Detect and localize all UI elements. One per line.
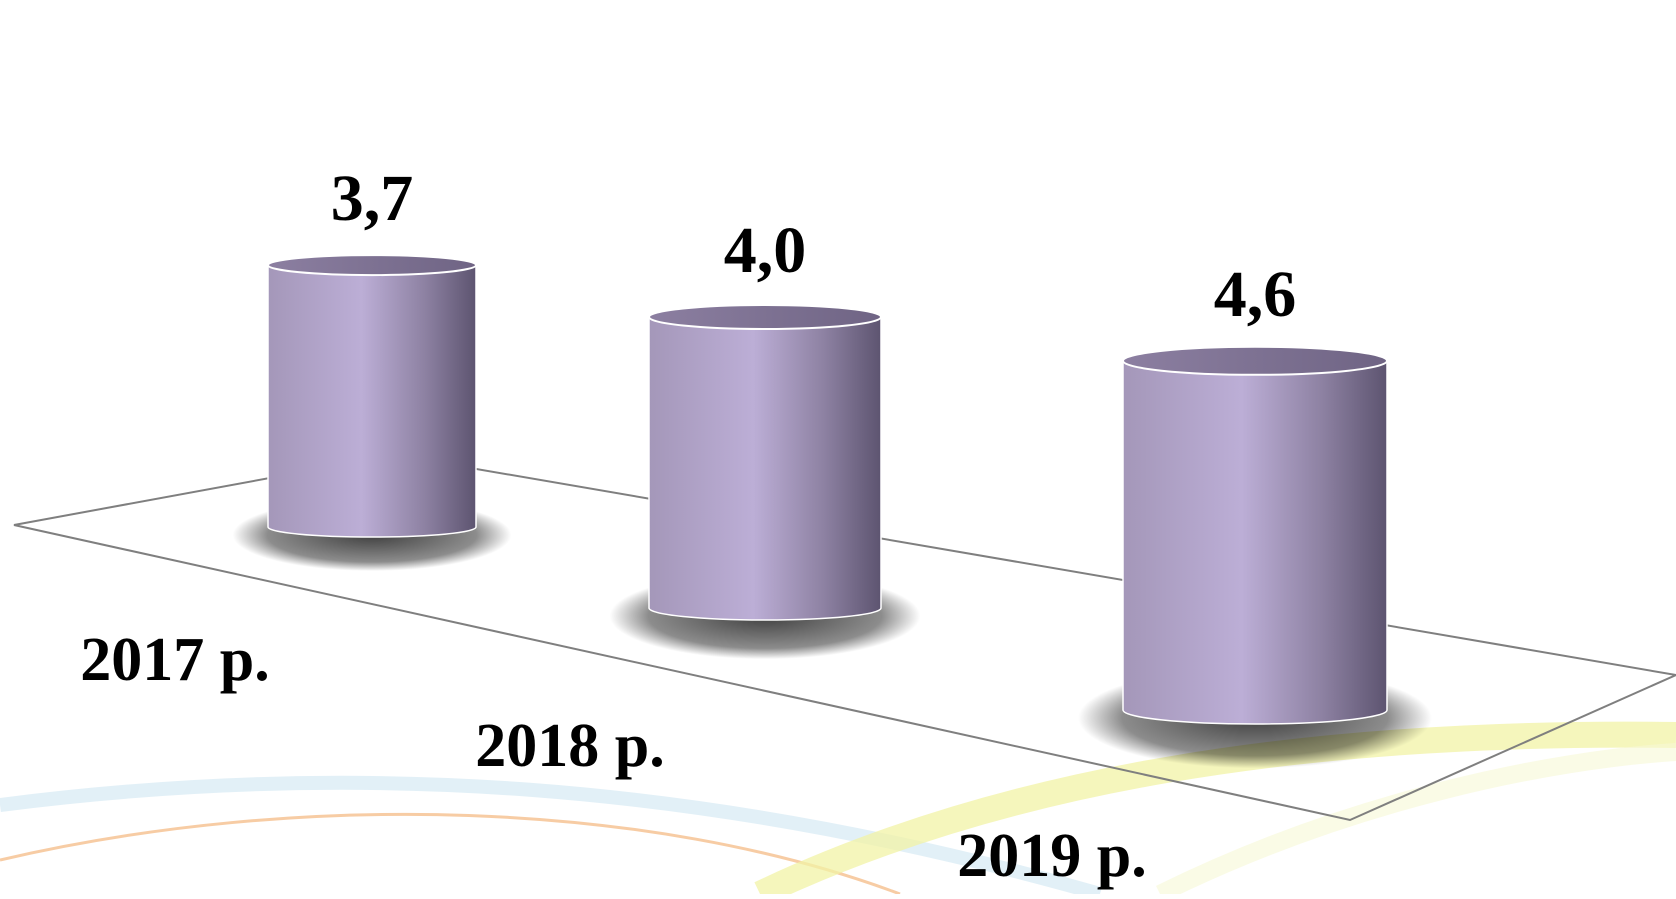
labels-group: 3,7 2017 р. 4,0 2018 р. 4,6 2019 р. (80, 162, 1296, 890)
bar-top-cap (267, 254, 477, 277)
bar-2019 (1122, 360, 1388, 725)
bar-2018 (648, 316, 882, 621)
bar-2017 (267, 264, 477, 538)
bar-top-cap (648, 304, 882, 330)
value-label: 3,7 (331, 162, 414, 235)
bar-top-cap (1122, 345, 1388, 376)
bars-group (232, 254, 1432, 769)
category-label: 2017 р. (80, 626, 269, 694)
value-label: 4,6 (1214, 258, 1297, 331)
category-label: 2019 р. (957, 822, 1146, 890)
category-label: 2018 р. (475, 712, 664, 780)
value-label: 4,0 (724, 214, 807, 287)
background-swooshes (0, 721, 1676, 899)
